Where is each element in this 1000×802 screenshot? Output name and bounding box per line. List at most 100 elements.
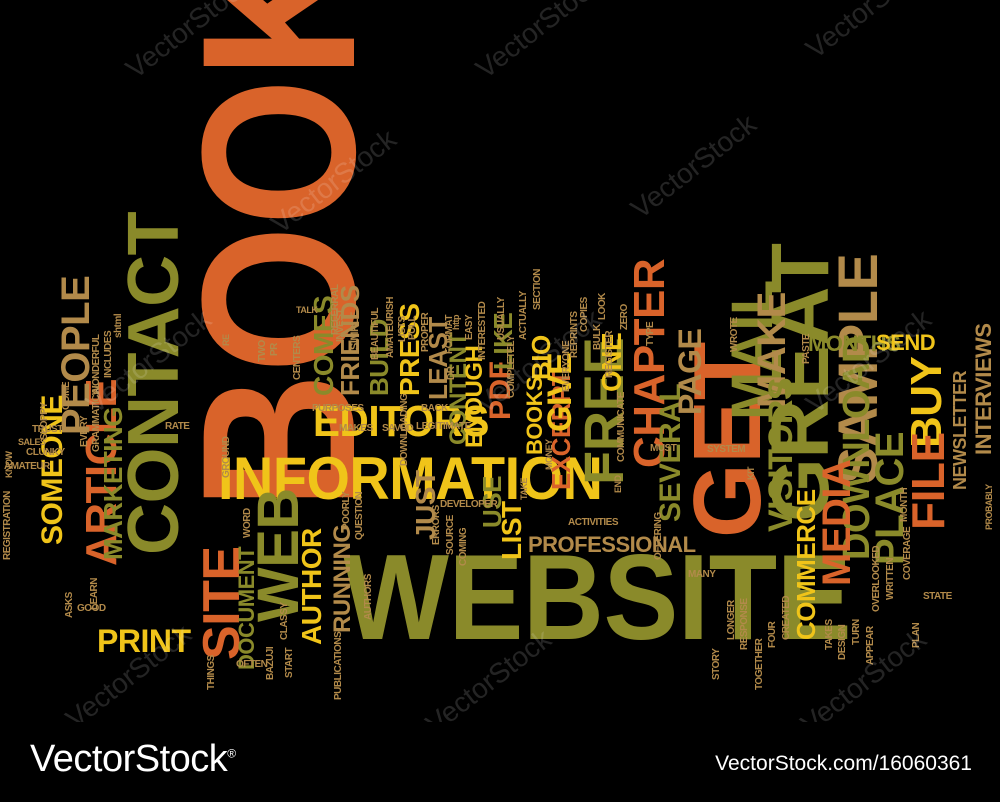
watermark-ghost: VectorStock <box>470 0 607 85</box>
word-errors: Errors <box>431 505 442 545</box>
word-authors: Authors <box>363 574 374 620</box>
word-two: Two <box>257 340 268 362</box>
word-developer: Developer <box>440 499 498 510</box>
word-takes: Takes <box>824 619 835 650</box>
word-media: Media <box>815 459 859 586</box>
word-back: Back <box>421 403 448 414</box>
word-professional: Professional <box>528 532 696 557</box>
word-question: Question <box>354 491 365 540</box>
word-register: Register <box>604 330 615 378</box>
word-type: Type <box>645 321 656 346</box>
word-usually: Usually <box>496 297 507 340</box>
word-classy: Classy <box>279 602 290 640</box>
word-response: Response <box>739 598 750 650</box>
word-look: Look <box>597 293 608 320</box>
word-rate: Rate <box>165 421 190 432</box>
word-publications: Publications <box>333 631 344 700</box>
word-turn: Turn <box>851 619 862 645</box>
word-must: Must <box>650 443 677 454</box>
word-zero: Zero <box>619 304 630 330</box>
word-bazuji: Bazuji <box>265 646 276 680</box>
word-together: Together <box>754 638 765 690</box>
word-centers: Centers <box>292 335 303 380</box>
word-money: Money <box>544 439 554 470</box>
word-coverage: Coverage <box>902 526 913 580</box>
word-file: File <box>902 432 954 530</box>
word-longer: Longer <box>726 600 737 640</box>
word-amateur: Amateur <box>4 461 50 472</box>
word-story: Story <box>711 648 722 680</box>
word-saved: Saved <box>382 423 414 434</box>
word-pr: PR <box>269 343 280 356</box>
word-interested: Interested <box>477 301 488 360</box>
word-makes: Makes <box>339 423 373 434</box>
word-send: Send <box>876 330 936 355</box>
word-created: Created <box>781 595 792 640</box>
word-proper: Proper <box>420 312 431 352</box>
watermark-bar <box>0 722 1000 802</box>
word-beautiful: Beautiful <box>370 307 381 360</box>
word-often: Often <box>236 659 268 670</box>
word-re: Re <box>221 334 231 346</box>
word-referral: Referral <box>330 284 341 335</box>
word-simple: Simple <box>349 312 361 350</box>
word-actually: Actually <box>518 291 529 340</box>
image-id: VectorStock.com/16060361 <box>715 752 972 775</box>
word-kit: Kit <box>746 467 756 480</box>
word-section: Section <box>532 269 543 310</box>
word-editors: Editors <box>313 397 489 446</box>
word-dr: Dr <box>446 366 457 380</box>
word-newsletter: Newsletter <box>950 371 970 490</box>
word-marketing: Marketing <box>98 407 128 560</box>
word-author: Author <box>296 528 327 645</box>
word-interviews: Interviews <box>971 323 996 455</box>
word-asks: Asks <box>64 592 75 618</box>
word-offering: Offering <box>653 512 664 560</box>
word-page: Page <box>672 328 708 415</box>
word-poorly: Poorly <box>341 491 352 530</box>
word-communicate: Communicate <box>616 392 627 462</box>
word-take: Take <box>519 478 529 500</box>
word-good: Good <box>77 603 106 614</box>
watermark-ghost: VectorStock <box>800 0 937 65</box>
word-website: Website <box>343 529 852 665</box>
word-easy: Easy <box>464 314 475 340</box>
word-come: Come <box>61 382 72 410</box>
word-start: Start <box>284 647 295 678</box>
word-state: State <box>923 591 952 602</box>
vectorstock-brand: VectorStock® <box>30 738 236 780</box>
word-pull: Pull <box>407 315 418 340</box>
word-paste: Paste <box>801 333 812 364</box>
word-month: Month <box>899 487 910 522</box>
word-word: Word <box>242 508 253 538</box>
word-sales: Sales <box>18 437 46 447</box>
word-coming: Coming <box>458 527 469 566</box>
word-list: List <box>496 501 527 560</box>
word-http: http <box>451 315 461 330</box>
word-ground: Ground <box>221 436 232 478</box>
word-running: Running <box>329 524 356 634</box>
word-four: Four <box>767 621 778 648</box>
word-trust: Trust <box>32 424 63 435</box>
word-clunky: Clunky <box>26 447 65 458</box>
word-purposes: Purposes <box>312 403 364 414</box>
word-system: System <box>707 444 746 455</box>
word-sloppy: Sloppy <box>39 402 50 440</box>
word-probably: Probably <box>984 484 994 530</box>
word-things: Things <box>206 655 217 690</box>
word-shtml: shtml <box>113 313 124 338</box>
word-months: Months <box>808 331 901 356</box>
word-every: Every <box>79 415 90 447</box>
word-cloud: Book Website Contact Information Get Gre… <box>2 0 996 722</box>
word-talk: Talk <box>296 305 318 315</box>
word-activities: Activities <box>568 517 619 528</box>
word-information: Information <box>218 445 603 512</box>
word-downloading: Downloading <box>399 393 410 466</box>
word-many: Many <box>688 569 716 580</box>
word-amateurish: Amateurish <box>385 297 396 358</box>
word-registration: Registration <box>2 491 13 560</box>
word-wrote: Wrote <box>729 317 740 352</box>
word-design: Design <box>837 624 848 660</box>
watermark-ghost: VectorStock <box>625 108 762 225</box>
